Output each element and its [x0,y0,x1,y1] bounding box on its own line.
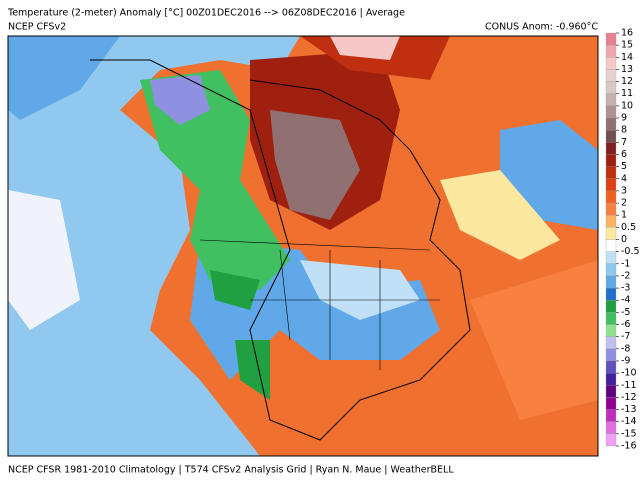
color-swatch [605,336,617,349]
color-swatch [605,142,617,155]
very-cold-region [150,75,210,125]
map [7,35,599,457]
colorbar-label: -1 [621,258,630,269]
color-swatch [605,433,617,447]
color-swatch [605,117,617,131]
color-swatch [605,44,617,58]
colorbar-label: 0 [621,234,627,245]
colorbar-label: 12 [621,76,633,87]
colorbar-label: -16 [621,441,637,452]
color-swatch [605,190,617,204]
color-swatch [605,105,617,119]
footer: NCEP CFSR 1981-2010 Climatology | T574 C… [8,465,454,476]
colorbar-label: -3 [621,283,630,294]
colorbar-label: 0.5 [621,222,636,233]
cold-region [8,36,300,456]
color-swatch [605,287,617,301]
colorbar-label: 13 [621,64,633,75]
color-swatch [605,239,617,252]
colorbar-label: 10 [621,100,633,111]
colorbar-label: -14 [621,416,637,427]
color-swatch [605,324,617,337]
colorbar-label: 4 [621,173,627,184]
borders [199,239,440,370]
colorbar-label: 6 [621,149,627,160]
color-swatch [605,202,617,216]
color-swatch [605,251,617,264]
model-label: NCEP CFSv2 [8,22,66,33]
colorbar-label: 2 [621,198,627,209]
color-swatch [605,130,617,143]
colorbar-label: 9 [621,113,627,124]
colorbar-label: 1 [621,210,627,221]
map-frame [7,35,599,457]
color-swatch [605,69,617,82]
colorbar-label: 7 [621,137,627,148]
color-swatch [605,397,617,410]
colorbar-label: -8 [621,343,630,354]
colorbar-label: 15 [621,40,633,51]
colorbar-label: -10 [621,368,637,379]
cold-region [235,340,270,400]
color-swatch [605,372,617,386]
colorbar-label: -9 [621,355,630,366]
color-swatch [605,32,617,46]
colorbar-label: -6 [621,319,630,330]
colorbar-label: -2 [621,270,630,281]
color-swatch [605,166,617,179]
color-swatch [605,81,617,94]
very-warm-region [270,110,360,220]
color-swatch [605,275,617,289]
conus-anomaly: CONUS Anom: -0.960°C [485,22,598,33]
colorbar-label: 11 [621,88,633,99]
colorbar-label: 3 [621,185,627,196]
colorbar-label: -15 [621,428,637,439]
cold-region [140,70,290,290]
color-swatch [605,360,617,374]
cold-region [8,36,120,120]
color-swatch [605,263,617,277]
neutral-region [8,190,80,330]
color-swatch [605,348,617,362]
color-swatch [605,312,617,325]
color-swatch [605,215,617,228]
color-swatch [605,178,617,192]
very-warm-region [330,36,400,60]
neutral-region [440,170,560,260]
colorbar-label: -11 [621,380,637,391]
colorbar-label: -5 [621,307,630,318]
title: Temperature (2-meter) Anomaly [°C] 00Z01… [7,8,405,19]
colorbar-label: -7 [621,331,630,342]
colorbar: 161514131211109876543210.50-0.5-1-2-3-4-… [605,28,640,452]
color-swatch [605,409,617,422]
color-swatch [605,57,617,70]
color-swatch [605,154,617,167]
cold-region [210,270,260,310]
colorbar-label: -0.5 [621,246,640,257]
color-swatch [605,385,617,398]
colorbar-label: 14 [621,52,633,63]
colorbar-label: -13 [621,404,637,415]
colorbar-label: 8 [621,125,627,136]
colorbar-label: 16 [621,28,633,39]
color-swatch [605,300,617,313]
color-swatch [605,227,617,240]
colorbar-label: -4 [621,295,630,306]
warm-region [470,260,598,420]
color-swatch [605,93,617,107]
coastline [90,59,471,441]
color-swatch [605,421,617,435]
colorbar-label: 5 [621,161,627,172]
colorbar-label: -12 [621,392,637,403]
